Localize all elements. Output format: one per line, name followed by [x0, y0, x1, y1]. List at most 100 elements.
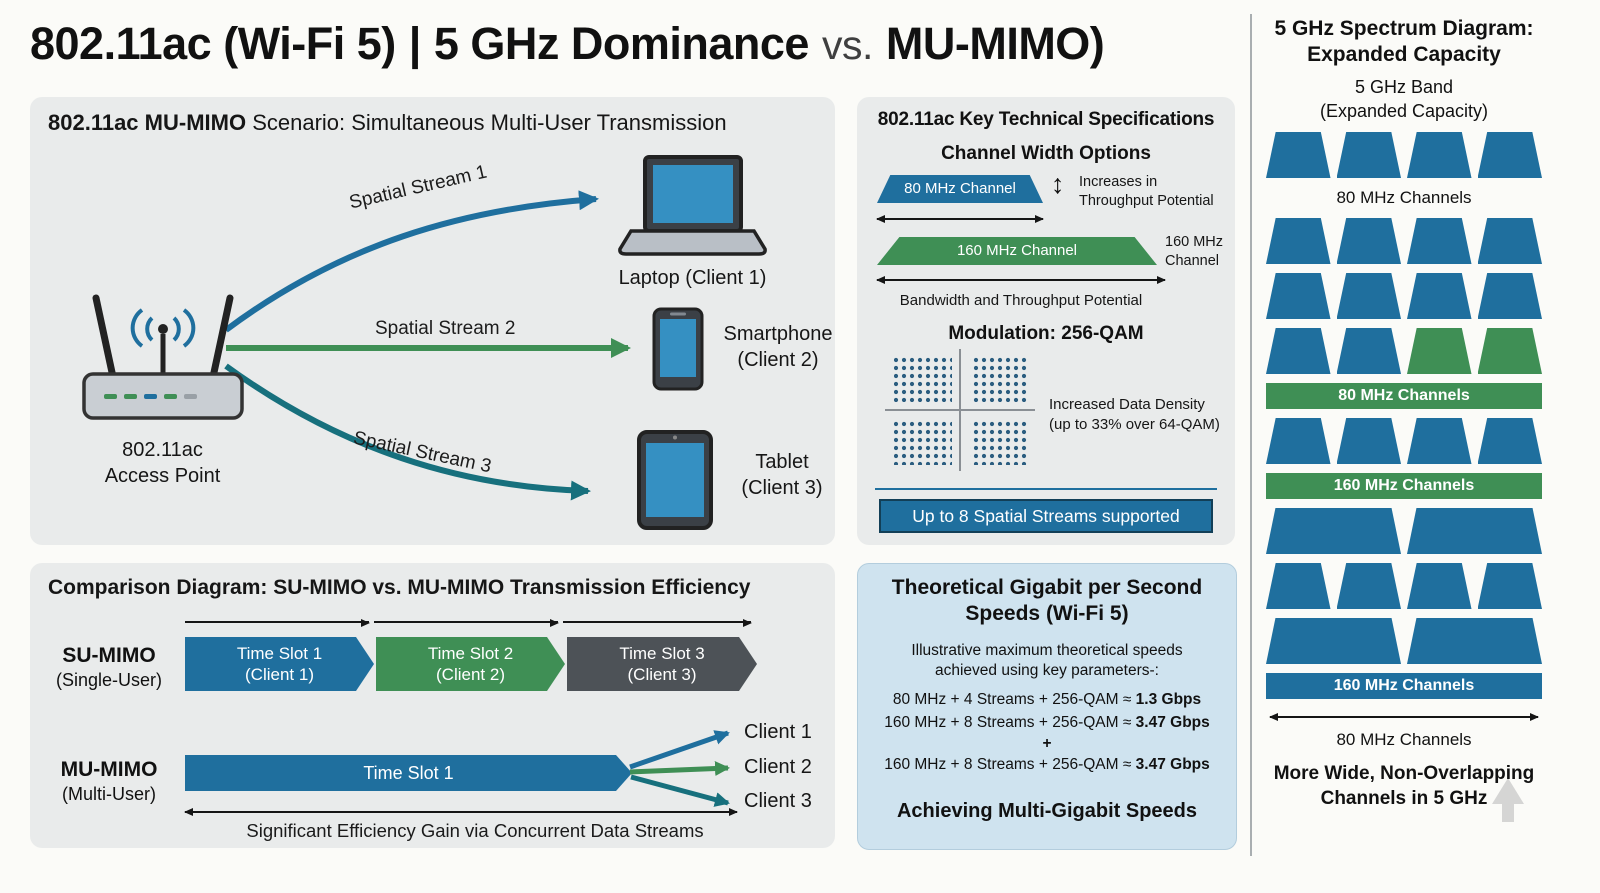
channel-row — [1266, 328, 1542, 374]
title-separator: | — [408, 18, 422, 69]
fan-arrow-client1 — [629, 730, 730, 770]
blue-channel-trapezoid — [1266, 328, 1331, 374]
blue-channel-trapezoid — [1266, 508, 1401, 554]
spec-separator — [875, 488, 1217, 490]
blue-channel-trapezoid — [1407, 273, 1472, 319]
fan-arrow-client2 — [629, 761, 730, 777]
blue-channel-trapezoid — [1407, 218, 1472, 264]
smartphone-label: Smartphone (Client 2) — [723, 323, 833, 371]
stream3-label: Spatial Stream 3 — [351, 427, 494, 478]
blue-channel-trapezoid — [1336, 132, 1401, 178]
channel-80mhz-shape: 80 MHz Channel — [877, 175, 1043, 203]
mu-time-slot: Time Slot 1 — [185, 755, 632, 791]
channel-banner: 160 MHz Channels — [1266, 473, 1542, 499]
access-point-label: 802.11ac Access Point — [104, 439, 221, 487]
time-slot-3: Time Slot 3 (Client 3) — [567, 637, 757, 691]
title-vs: vs. — [821, 22, 873, 68]
client3-label: Client 3 — [744, 790, 812, 812]
channel-banner: 80 MHz Channels — [1266, 383, 1542, 409]
channel-width-heading: Channel Width Options — [941, 143, 1151, 164]
laptop-label: Laptop (Client 1) — [618, 267, 767, 289]
client2-label: Client 2 — [744, 756, 812, 778]
client1-label: Client 1 — [744, 721, 812, 743]
stream2-label: Spatial Stream 2 — [375, 318, 516, 339]
mu-mimo-scenario-panel: 802.11ac MU-MIMO Scenario: Simultaneous … — [30, 97, 835, 545]
green-channel-trapezoid — [1477, 328, 1542, 374]
timeline-arrow-2 — [374, 619, 559, 627]
tablet-label: Tablet (Client 3) — [741, 451, 823, 499]
blue-channel-trapezoid — [1407, 563, 1472, 609]
speeds-footer: Achieving Multi-Gigabit Speeds — [896, 800, 1198, 822]
speed-row-3: 160 MHz + 8 Streams + 256-QAM ≈ 3.47 Gbp… — [884, 756, 1210, 773]
timeline-arrow-3 — [563, 619, 752, 627]
watermark-arrow — [1492, 778, 1524, 822]
speeds-subtitle-line2: achieved using key parameters-: — [934, 662, 1159, 679]
tablet-icon — [637, 430, 713, 530]
blue-channel-trapezoid — [1477, 418, 1542, 464]
page-title: 802.11ac (Wi-Fi 5) | 5 GHz Dominance vs.… — [30, 18, 1105, 70]
spectrum-heading: 5 GHz Spectrum Diagram: Expanded Capacit… — [1274, 17, 1534, 66]
spectrum-column: 5 GHz Spectrum Diagram: Expanded Capacit… — [1266, 16, 1542, 811]
qam-constellation-diagram — [885, 349, 1035, 471]
router-icon — [82, 294, 244, 420]
speed-row-1: 80 MHz + 4 Streams + 256-QAM ≈ 1.3 Gbps — [892, 691, 1202, 708]
channel-row — [1266, 132, 1542, 178]
title-part1: 802.11ac (Wi-Fi 5) — [30, 18, 396, 69]
channel-label: 80 MHz Channels — [1336, 730, 1472, 749]
speed-row-2: 160 MHz + 8 Streams + 256-QAM ≈ 3.47 Gbp… — [884, 714, 1210, 731]
width-arrow-160 — [876, 276, 1166, 284]
blue-channel-trapezoid — [1477, 218, 1542, 264]
tech-specs-panel: 802.11ac Key Technical Specifications Ch… — [857, 97, 1235, 545]
title-part2: 5 GHz Dominance — [433, 18, 810, 69]
channel-width-arrow — [1269, 713, 1539, 721]
speeds-panel: Theoretical Gigabit per Second Speeds (W… — [857, 563, 1237, 850]
channel-row — [1266, 563, 1542, 609]
channel-row — [1266, 418, 1542, 464]
time-slot-1: Time Slot 1 (Client 1) — [185, 637, 374, 691]
throughput-increase-note: Increases in Throughput Potential — [1079, 174, 1214, 209]
stream1-label: Spatial Stream 1 — [347, 161, 489, 214]
blue-channel-trapezoid — [1407, 618, 1542, 664]
blue-channel-trapezoid — [1407, 508, 1542, 554]
comparison-panel: Comparison Diagram: SU-MIMO vs. MU-MIMO … — [30, 563, 835, 848]
green-channel-trapezoid — [1407, 328, 1472, 374]
blue-channel-trapezoid — [1266, 418, 1331, 464]
scenario-heading: 802.11ac MU-MIMO Scenario: Simultaneous … — [48, 110, 727, 135]
spectrum-band-label: 5 GHz Band (Expanded Capacity) — [1319, 77, 1489, 121]
blue-channel-trapezoid — [1477, 273, 1542, 319]
speeds-subtitle-line1: Illustrative maximum theoretical speeds — [911, 642, 1183, 659]
speeds-heading-line2: Speeds (Wi-Fi 5) — [965, 602, 1129, 625]
bandwidth-note: Bandwidth and Throughput Potential — [899, 292, 1143, 309]
data-density-note: Increased Data Density (up to 33% over 6… — [1049, 396, 1220, 433]
channel-160-note: 160 MHz Channel — [1165, 234, 1224, 269]
fan-arrow-client3 — [630, 774, 730, 807]
blue-channel-trapezoid — [1266, 218, 1331, 264]
comparison-caption: Significant Efficiency Gain via Concurre… — [246, 820, 704, 841]
blue-channel-trapezoid — [1336, 563, 1401, 609]
blue-channel-trapezoid — [1266, 563, 1331, 609]
comparison-heading: Comparison Diagram: SU-MIMO vs. MU-MIMO … — [48, 576, 751, 599]
blue-channel-trapezoid — [1407, 132, 1472, 178]
channel-row — [1266, 508, 1542, 554]
blue-channel-trapezoid — [1336, 418, 1401, 464]
blue-channel-trapezoid — [1477, 132, 1542, 178]
spatial-streams-banner: Up to 8 Spatial Streams supported — [879, 499, 1213, 533]
channel-row — [1266, 618, 1542, 664]
blue-channel-trapezoid — [1266, 618, 1401, 664]
blue-channel-trapezoid — [1266, 273, 1331, 319]
blue-channel-trapezoid — [1336, 328, 1401, 374]
blue-channel-trapezoid — [1266, 132, 1331, 178]
time-slot-2: Time Slot 2 (Client 2) — [376, 637, 565, 691]
blue-channel-trapezoid — [1407, 418, 1472, 464]
blue-channel-trapezoid — [1477, 563, 1542, 609]
speeds-heading-line1: Theoretical Gigabit per Second — [891, 576, 1203, 599]
updown-arrow-icon: ↕ — [1051, 169, 1065, 199]
channel-row — [1266, 218, 1542, 264]
mu-mimo-label: MU-MIMO (Multi-User) — [60, 758, 158, 805]
speed-plus: + — [1042, 735, 1052, 752]
channel-160mhz-shape: 160 MHz Channel — [877, 237, 1157, 265]
efficiency-span-arrow — [184, 808, 738, 816]
blue-channel-trapezoid — [1336, 273, 1401, 319]
timeline-arrow-1 — [185, 619, 370, 627]
